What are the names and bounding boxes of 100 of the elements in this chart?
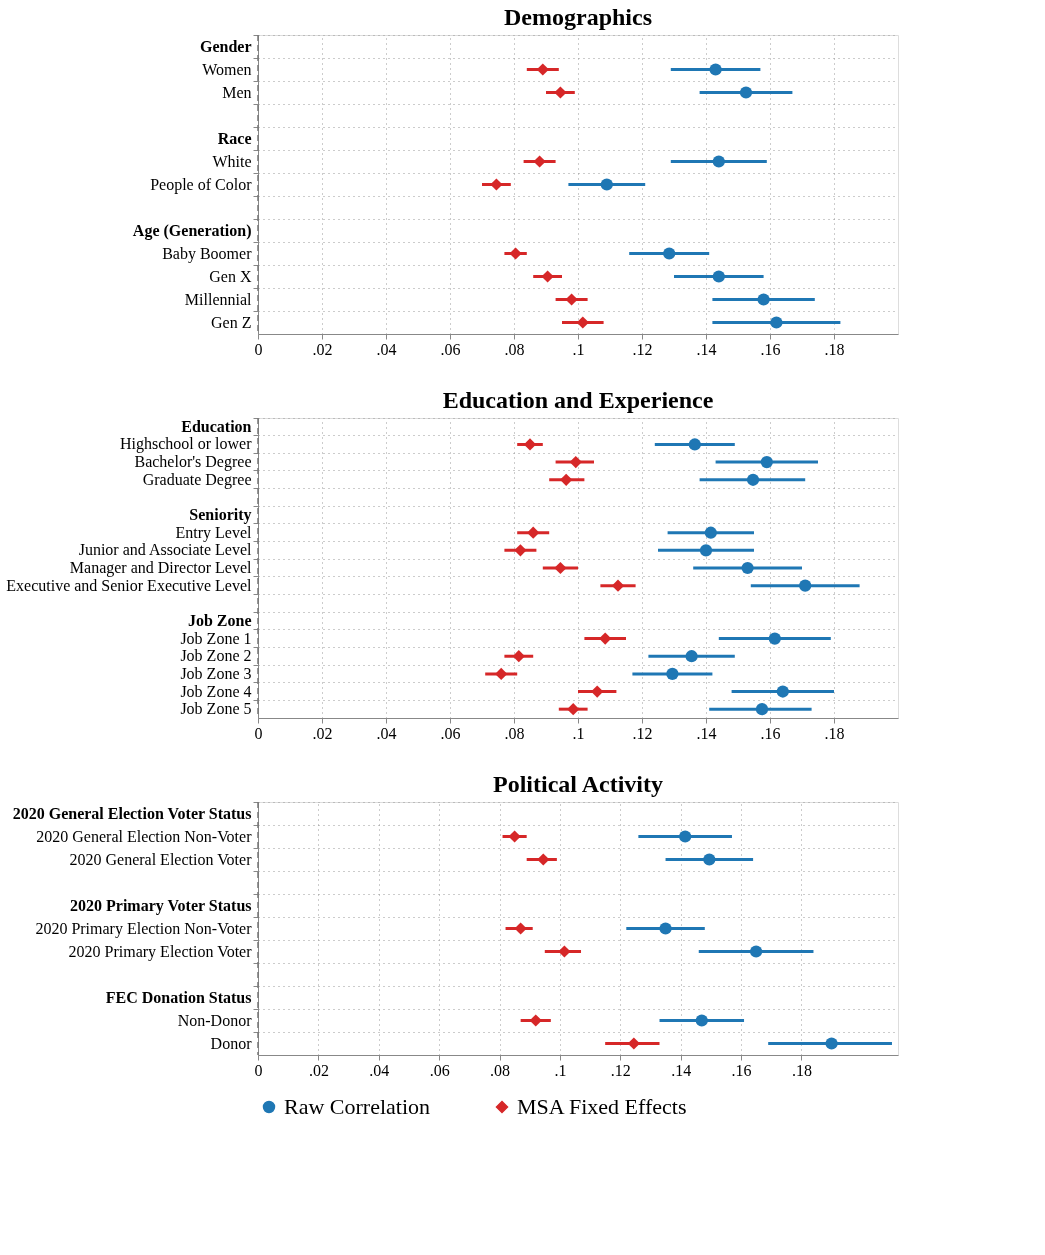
y-tick-label: Job Zone 2 [180,647,252,665]
x-tick-label: .14 [671,1061,692,1079]
y-tick-label: Entry Level [175,523,253,542]
chart-title: Demographics [504,4,652,31]
point [512,650,525,663]
y-tick-label: Gen Z [211,313,252,331]
x-tick-label: 0 [254,340,263,358]
point [749,945,763,958]
x-tick-label: .06 [429,1061,450,1079]
y-tick-label: 2020 General Election Non-Voter [36,827,253,845]
y-tick-label: 2020 General Election Voter Status [12,804,252,822]
point [709,63,722,76]
y-tick-label: Age (Generation) [132,221,252,240]
point [755,703,769,716]
point [688,438,701,451]
y-tick-label: 2020 Primary Election Non-Voter [35,919,253,938]
point [679,830,692,843]
y-tick-label: Baby Boomer [162,244,253,263]
y-tick-label: Women [202,60,252,78]
point [523,438,537,451]
point [757,293,770,306]
point [699,544,713,557]
y-tick-label: Graduate Degree [142,470,252,489]
x-tick-label: .18 [824,340,845,358]
point [704,526,717,539]
x-tick-label: .02 [312,340,333,358]
point [495,667,508,681]
x-tick-label: .04 [369,1061,390,1079]
x-tick-label: .16 [760,724,781,742]
point [770,316,783,329]
point [825,1037,838,1050]
x-tick-label: .12 [610,1061,631,1079]
y-tick-label: Seniority [189,506,252,525]
point [567,703,580,716]
chart-title: Political Activity [493,771,663,798]
x-tick-label: .06 [440,340,461,358]
y-tick-label: Junior and Associate Level [78,541,253,559]
point [663,247,676,260]
x-tick-label: .08 [504,340,525,358]
y-tick-label: FEC Donation Status [105,988,252,1006]
y-tick-label: 2020 General Election Voter [69,850,253,868]
y-tick-label: Job Zone 3 [180,664,252,682]
y-tick-label: Job Zone [187,611,252,629]
x-tick-label: .1 [572,340,585,358]
x-tick-label: .14 [696,340,717,358]
x-tick-label: .08 [504,724,525,742]
y-tick-label: Job Zone 1 [180,629,252,647]
y-tick-label: Bachelor's Degree [134,453,252,472]
x-tick-label: .16 [760,340,781,358]
point [768,632,781,645]
y-tick-label: Job Zone 4 [180,682,252,700]
y-tick-label: Gen X [209,267,252,285]
point [712,155,725,168]
x-tick-label: .1 [572,724,585,742]
y-tick-label: Millennial [184,290,253,308]
point [527,526,540,539]
legend-label: Raw Correlation [284,1094,431,1119]
y-tick-label: Gender [199,37,252,55]
point [703,853,716,866]
y-tick-label: Education [181,417,252,435]
point [739,86,753,99]
legend-label: MSA Fixed Effects [517,1094,687,1119]
x-tick-label: .12 [632,724,653,742]
y-tick-label: Non-Donor [177,1011,253,1029]
y-tick-label: Highschool or lower [119,435,253,454]
y-tick-label: Race [217,129,252,147]
y-tick-label: Men [222,83,252,101]
point [600,178,613,191]
y-tick-label: Donor [210,1034,253,1052]
point [666,667,679,680]
point [514,544,527,557]
y-tick-label: Manager and Director Level [69,559,253,577]
point [554,561,567,575]
point [695,1014,708,1027]
y-tick-label: Executive and Senior Executive Level [6,576,253,594]
y-tick-label: Job Zone 5 [180,700,252,718]
x-tick-label: .02 [308,1061,329,1079]
x-tick-label: .04 [376,724,397,742]
point [746,473,760,486]
point [799,579,812,592]
y-tick-label: 2020 Primary Election Voter [68,942,253,961]
x-tick-label: .18 [824,724,845,742]
x-tick-label: 0 [254,1061,263,1079]
point [569,455,582,469]
point [685,650,698,663]
y-tick-label: White [212,152,252,170]
x-tick-label: .14 [696,724,717,742]
y-tick-label: People of Color [150,175,253,194]
x-tick-label: .1 [554,1061,567,1079]
point [712,270,725,283]
x-tick-label: .06 [440,724,461,742]
point [776,685,789,698]
x-tick-label: 0 [254,724,263,742]
x-tick-label: .02 [312,724,333,742]
x-tick-label: .12 [632,340,653,358]
point [659,922,672,935]
point [611,579,625,592]
chart-title: Education and Experience [442,387,714,414]
x-tick-label: .16 [731,1061,752,1079]
point [741,561,754,575]
